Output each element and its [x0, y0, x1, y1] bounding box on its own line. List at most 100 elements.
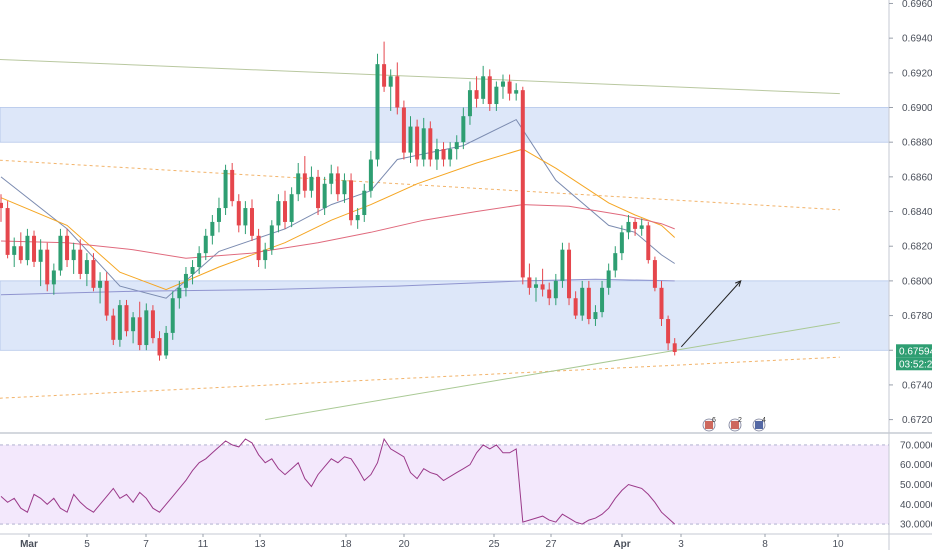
candle — [104, 280, 109, 316]
candle — [183, 273, 188, 288]
candle — [210, 221, 215, 236]
candle — [481, 76, 486, 99]
moving-average-2 — [0, 204, 675, 259]
event-marker-label: 6 — [712, 417, 716, 424]
candle — [434, 149, 439, 160]
time-tick-label: 7 — [143, 539, 149, 550]
candle — [547, 289, 552, 299]
candle — [243, 208, 248, 226]
candle — [289, 194, 294, 222]
candle — [276, 201, 281, 226]
candle — [190, 267, 195, 274]
candle — [249, 208, 254, 236]
trendline-3 — [265, 322, 840, 421]
candle — [567, 249, 572, 299]
time-tick-label: Mar — [20, 539, 38, 550]
candle — [144, 310, 149, 346]
last-price-label: 0.67594 — [899, 346, 932, 357]
candle — [534, 284, 539, 288]
candle — [606, 270, 611, 288]
candle — [428, 128, 433, 160]
candle — [461, 116, 466, 143]
candle — [65, 235, 70, 261]
candle — [296, 173, 301, 195]
candle — [349, 180, 354, 221]
time-tick-label: 25 — [488, 539, 500, 550]
candle — [659, 287, 664, 320]
candle — [600, 287, 605, 313]
candle — [177, 287, 182, 299]
candle — [441, 149, 446, 160]
candle — [18, 246, 23, 261]
time-tick-label: Apr — [613, 539, 630, 550]
candle — [368, 159, 373, 191]
candle — [342, 180, 347, 195]
candle — [593, 312, 598, 320]
moving-average-1 — [0, 148, 676, 291]
time-tick-label: 3 — [678, 539, 684, 550]
candle — [375, 64, 380, 160]
candle — [137, 317, 142, 346]
candle — [580, 287, 585, 316]
candle — [236, 201, 241, 226]
rsi-band — [0, 444, 889, 525]
event-marker-label: 2 — [738, 417, 742, 424]
candle — [520, 90, 525, 278]
candle — [560, 249, 565, 281]
candle — [335, 173, 340, 195]
candle — [45, 249, 50, 285]
candle — [203, 235, 208, 254]
candle — [124, 305, 129, 332]
candle — [0, 202, 3, 209]
candle — [283, 201, 288, 222]
candle — [78, 249, 83, 274]
candle — [223, 169, 228, 209]
candle — [309, 176, 314, 191]
candle — [32, 235, 37, 262]
event-flag-fill — [705, 421, 713, 429]
candle — [12, 246, 17, 255]
candle — [494, 86, 499, 105]
candle — [269, 225, 274, 250]
time-tick-label: 11 — [198, 539, 209, 550]
trendline-1 — [0, 159, 840, 211]
candle — [164, 332, 169, 356]
candle — [91, 260, 96, 288]
candle — [230, 169, 235, 202]
candle — [514, 90, 519, 94]
candle — [652, 260, 657, 288]
candle — [322, 183, 327, 209]
time-tick-label: 10 — [832, 539, 844, 550]
candle — [117, 305, 122, 340]
candle — [487, 76, 492, 105]
candle — [540, 284, 545, 290]
projection-arrowhead — [735, 280, 742, 287]
candle — [362, 190, 367, 215]
candle — [329, 173, 334, 184]
candle — [573, 298, 578, 316]
candle — [5, 208, 10, 255]
candle — [197, 253, 202, 268]
candle — [256, 235, 261, 261]
candle — [84, 260, 89, 274]
moving-average-0 — [0, 118, 675, 299]
candle — [421, 128, 426, 160]
candle — [401, 107, 406, 153]
candle — [38, 249, 43, 262]
candle — [355, 215, 360, 221]
candle — [553, 280, 558, 299]
candle — [216, 208, 221, 222]
candle — [666, 319, 671, 344]
countdown-label: 03:52:20 — [899, 359, 932, 370]
